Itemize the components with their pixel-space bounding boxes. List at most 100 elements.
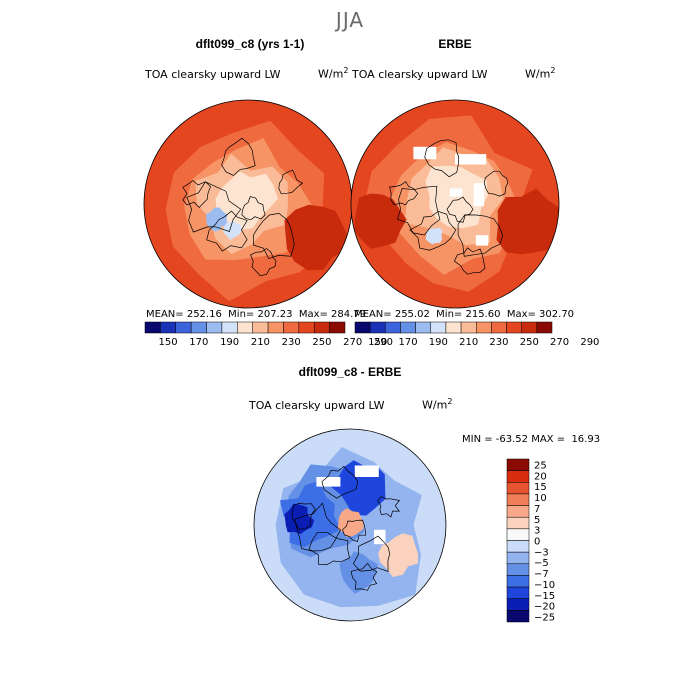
diff-coastline bbox=[294, 502, 341, 552]
model-colorbar-tick: 230 bbox=[282, 337, 301, 348]
obs-coastline bbox=[397, 185, 441, 236]
obs-colorbar-swatch bbox=[400, 321, 416, 334]
diff-colorbar-swatch bbox=[506, 516, 530, 530]
diff-variable-label: TOA clearsky upward LW bbox=[249, 399, 385, 412]
model-colorbar-swatch bbox=[144, 321, 161, 334]
diff-field-region bbox=[337, 508, 364, 537]
obs-colorbar-tick: 210 bbox=[459, 337, 478, 348]
obs-map bbox=[350, 99, 560, 309]
obs-field-region bbox=[354, 193, 407, 249]
obs-coastline bbox=[424, 139, 460, 178]
diff-coastline bbox=[321, 465, 359, 499]
diff-colorbar-swatch bbox=[506, 482, 530, 495]
obs-colorbar-swatch bbox=[521, 321, 538, 334]
model-colorbar-swatch bbox=[313, 321, 330, 334]
obs-coastline bbox=[409, 211, 457, 251]
diff-colorbar-tick: −7 bbox=[534, 569, 549, 580]
obs-colorbar-swatch bbox=[445, 321, 462, 334]
obs-coastline bbox=[457, 214, 504, 257]
obs-missing-data bbox=[475, 235, 489, 246]
diff-map bbox=[253, 428, 447, 622]
diff-coastline bbox=[308, 531, 350, 565]
obs-panel-title: ERBE bbox=[438, 37, 472, 51]
model-colorbar-tick: 190 bbox=[220, 337, 239, 348]
diff-units-label: W/m2 bbox=[422, 397, 453, 412]
obs-colorbar-tick: 170 bbox=[398, 337, 417, 348]
obs-colorbar-swatch bbox=[491, 321, 507, 334]
obs-colorbar-tick: 290 bbox=[580, 337, 599, 348]
model-field-region bbox=[284, 204, 348, 271]
diff-colorbar-tick: 3 bbox=[534, 526, 540, 537]
obs-colorbar-tick: 190 bbox=[429, 337, 448, 348]
model-colorbar-swatch bbox=[237, 321, 253, 334]
diff-missing-data bbox=[374, 529, 386, 545]
model-colorbar-swatch bbox=[206, 321, 223, 334]
model-colorbar-swatch bbox=[175, 321, 192, 334]
diff-colorbar-tick: 7 bbox=[534, 504, 540, 515]
diff-coastline bbox=[377, 496, 401, 518]
model-colorbar: 150 170 190 210 230 250 270 290 bbox=[144, 321, 393, 348]
obs-colorbar-tick: 270 bbox=[550, 337, 569, 348]
obs-stats: MEAN= 255.02 Min= 215.60 Max= 302.70 bbox=[354, 309, 575, 320]
obs-field-region bbox=[496, 188, 559, 255]
model-coastline bbox=[182, 180, 211, 209]
obs-colorbar-swatch bbox=[506, 321, 522, 334]
model-units-label: W/m2 bbox=[318, 66, 349, 81]
diff-colorbar-swatch bbox=[506, 458, 530, 471]
obs-colorbar-tick: 230 bbox=[489, 337, 508, 348]
obs-coastline bbox=[389, 181, 419, 206]
diff-colorbar-swatch bbox=[506, 470, 530, 483]
obs-colorbar-swatch bbox=[475, 321, 492, 334]
diff-coastline bbox=[291, 503, 316, 530]
diff-missing-data bbox=[354, 465, 379, 477]
diff-colorbar-tick: 15 bbox=[534, 482, 547, 493]
diff-minmax: MIN = -63.52 MAX = 16.93 bbox=[462, 434, 601, 445]
diff-coastline bbox=[350, 562, 378, 591]
obs-colorbar-swatch bbox=[385, 321, 401, 334]
diff-colorbar-tick: 10 bbox=[534, 493, 547, 504]
obs-coastline bbox=[483, 170, 509, 197]
obs-colorbar-swatch bbox=[460, 321, 477, 334]
diff-colorbar-swatch bbox=[506, 505, 530, 518]
diff-coastline bbox=[342, 519, 367, 542]
obs-colorbar-swatch bbox=[354, 321, 371, 334]
diff-colorbar-swatch bbox=[506, 575, 530, 588]
model-colorbar-tick: 250 bbox=[312, 337, 331, 348]
model-variable-label: TOA clearsky upward LW bbox=[145, 68, 281, 81]
diff-colorbar-tick: −5 bbox=[534, 558, 549, 569]
model-colorbar-swatch bbox=[298, 321, 315, 334]
diff-coastline bbox=[352, 535, 391, 572]
figure-title: JJA bbox=[335, 8, 365, 32]
diff-field-region bbox=[284, 503, 315, 535]
diff-colorbar-tick: 5 bbox=[534, 515, 540, 526]
obs-missing-data bbox=[473, 183, 485, 207]
model-colorbar-tick: 210 bbox=[251, 337, 270, 348]
model-colorbar-swatch bbox=[160, 321, 177, 334]
model-colorbar-swatch bbox=[190, 321, 207, 334]
obs-map-border bbox=[350, 99, 560, 309]
model-colorbar-tick: 170 bbox=[189, 337, 208, 348]
model-coastline bbox=[241, 196, 266, 221]
model-coastline bbox=[252, 213, 295, 260]
obs-field-region bbox=[425, 227, 443, 245]
diff-colorbar-swatch bbox=[506, 586, 530, 599]
obs-units-label: W/m2 bbox=[525, 66, 556, 81]
diff-colorbar-swatch bbox=[506, 598, 530, 611]
model-coastline bbox=[206, 210, 248, 252]
diff-colorbar-swatch bbox=[506, 528, 530, 541]
model-coastline bbox=[221, 137, 256, 176]
model-colorbar-swatch bbox=[283, 321, 300, 334]
diff-colorbar-tick: −10 bbox=[534, 580, 555, 591]
diff-colorbar-tick: 0 bbox=[534, 537, 540, 548]
obs-colorbar: 150 170 190 210 230 250 270 290 bbox=[354, 321, 599, 348]
obs-colorbar-swatch bbox=[536, 321, 553, 334]
model-colorbar-swatch bbox=[252, 321, 269, 334]
model-field-region bbox=[215, 171, 278, 230]
diff-colorbar-tick: 20 bbox=[534, 471, 547, 482]
obs-coastline bbox=[446, 196, 474, 223]
model-panel-title: dflt099_c8 (yrs 1-1) bbox=[195, 37, 305, 51]
model-stats: MEAN= 252.16 Min= 207.23 Max= 284.79 bbox=[146, 309, 367, 320]
diff-colorbar-tick: −25 bbox=[534, 613, 555, 624]
